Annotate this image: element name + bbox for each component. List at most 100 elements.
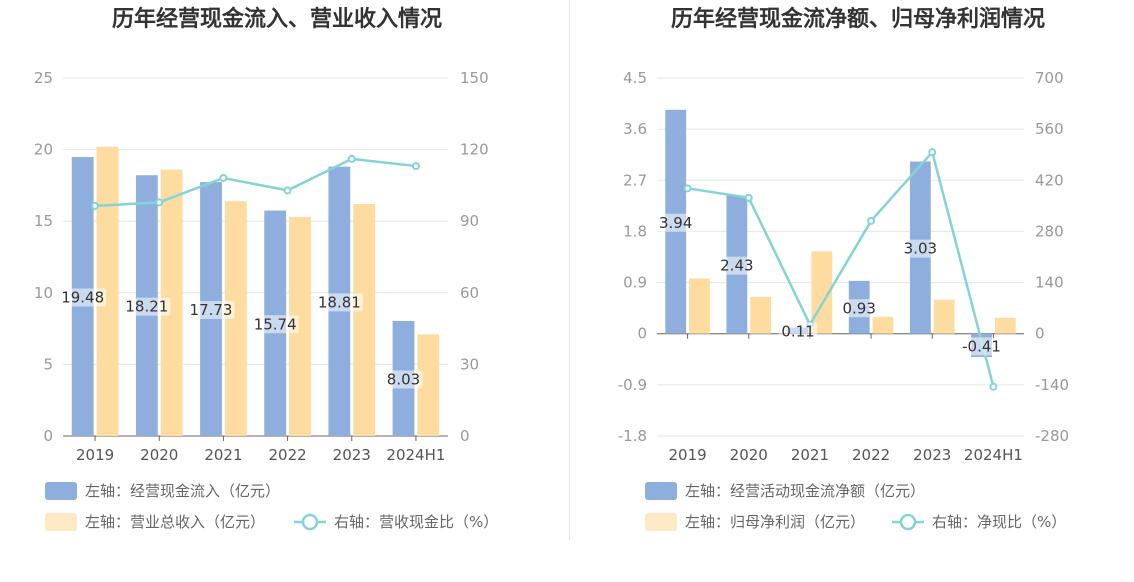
data-label-halo	[187, 301, 235, 320]
right-axis-tick: 280	[1035, 222, 1064, 240]
right-axis-tick: 700	[1035, 69, 1064, 87]
data-label-halo	[778, 322, 818, 341]
chart-title: 历年经营现金流净额、归母净利润情况	[671, 6, 1045, 32]
ratio-point	[155, 198, 164, 207]
ratio-line	[95, 157, 417, 208]
data-label: 18.81	[318, 293, 361, 311]
left-axis-tick: 15	[34, 212, 53, 230]
data-label: 0.11	[781, 323, 814, 341]
data-label-halo	[123, 297, 171, 316]
data-label-halo	[384, 370, 423, 389]
right-axis-tick: 0	[1035, 325, 1045, 343]
bar-secondary	[933, 299, 955, 334]
x-axis-tick: 2020	[730, 446, 768, 464]
legend-label-line: 右轴：净现比（%）	[932, 513, 1066, 531]
x-axis-tick: 2022	[268, 446, 306, 464]
x-axis-tick: 2024H1	[386, 446, 445, 464]
x-axis-tick: 2022	[852, 446, 890, 464]
right-chart-panel: 历年经营现金流净额、归母净利润情况 -1.8 -0.9 0 0.9 1.8 2.7 3.6 4.…	[570, 0, 1134, 582]
right-axis-tick: 150	[460, 69, 489, 87]
legend-label-primary: 左轴：经营活动现金流净额（亿元）	[685, 482, 925, 500]
bar-secondary	[353, 204, 376, 436]
x-axis-tick: 2021	[791, 446, 829, 464]
ratio-point	[867, 216, 876, 225]
x-axis-tick: 2021	[204, 446, 242, 464]
data-label: 3.03	[904, 240, 937, 258]
net-cashflow-profit-chart: 历年经营现金流净额、归母净利润情况 -1.8 -0.9 0 0.9 1.8 2.7 3.6 4.…	[618, 6, 1069, 531]
data-label: 3.94	[659, 214, 692, 232]
ratio-point	[928, 148, 937, 157]
right-axis-tick: 560	[1035, 120, 1064, 138]
right-axis-tick: 30	[460, 355, 479, 373]
legend-swatch-marker	[899, 513, 917, 531]
bar-secondary	[417, 334, 440, 436]
data-label-halo	[656, 213, 695, 232]
legend-label-primary: 左轴：经营现金流入（亿元）	[85, 482, 280, 500]
left-axis-tick: 0	[637, 325, 647, 343]
data-label-halo	[958, 337, 1006, 356]
right-axis-tick: 90	[460, 212, 479, 230]
right-axis-tick: 140	[1035, 274, 1064, 292]
bar-secondary	[160, 169, 183, 436]
left-axis-tick: 0	[43, 427, 53, 445]
x-axis-tick: 2020	[140, 446, 178, 464]
left-axis-tick: 1.8	[623, 222, 647, 240]
bar-secondary	[289, 216, 311, 436]
chart-title: 历年经营现金流入、营业收入情况	[112, 6, 442, 32]
bar-secondary	[872, 316, 894, 334]
left-axis-tick: 3.6	[623, 120, 647, 138]
ratio-point	[683, 184, 692, 193]
ratio-point	[411, 162, 420, 171]
ratio-point	[989, 382, 998, 391]
legend-swatch-primary	[645, 482, 677, 500]
left-axis-tick: -0.9	[618, 376, 647, 394]
data-label-halo	[251, 315, 299, 334]
left-axis-tick: 10	[34, 284, 53, 302]
data-label-halo	[839, 299, 879, 318]
x-axis-tick: 2024H1	[964, 446, 1023, 464]
right-axis-tick: -280	[1035, 427, 1069, 445]
x-axis-tick: 2023	[333, 446, 371, 464]
legend-label-secondary: 左轴：营业总收入（亿元）	[85, 513, 265, 531]
data-label: 19.48	[61, 289, 104, 307]
legend-swatch-secondary	[45, 513, 77, 531]
left-axis-tick: 5	[43, 355, 53, 373]
ratio-point	[744, 193, 753, 202]
legend-label-secondary: 左轴：归母净利润（亿元）	[685, 513, 865, 531]
left-axis-tick: -1.8	[618, 427, 647, 445]
bar-secondary	[689, 278, 710, 334]
bar-secondary	[96, 146, 119, 436]
x-axis-tick: 2023	[913, 446, 951, 464]
left-chart-panel: 历年经营现金流入、营业收入情况 0 5 10 15 20 25 0 30 60 90 120 150 20…	[34, 6, 498, 531]
data-label-halo	[59, 288, 107, 307]
legend-label-line: 右轴：营收现金比（%）	[334, 513, 498, 531]
left-axis-tick: 4.5	[623, 69, 647, 87]
right-axis-tick: 120	[460, 141, 489, 159]
data-label: 2.43	[720, 257, 753, 275]
ratio-line	[687, 149, 995, 387]
bar-secondary	[224, 201, 247, 436]
legend-swatch-secondary	[645, 513, 677, 531]
left-axis-tick: 0.9	[623, 274, 647, 292]
right-axis-tick: -140	[1035, 376, 1069, 394]
legend-swatch-primary	[45, 482, 77, 500]
data-label: 8.03	[387, 371, 420, 389]
bar-secondary	[994, 317, 1016, 334]
ratio-point	[283, 186, 292, 195]
right-axis-tick: 60	[460, 284, 479, 302]
left-axis-tick: 25	[34, 69, 53, 87]
left-axis-tick: 20	[34, 141, 53, 159]
data-label: -0.41	[962, 337, 1001, 355]
data-label: 17.73	[190, 301, 233, 319]
left-axis-tick: 2.7	[623, 171, 647, 189]
x-axis-tick: 2019	[668, 446, 706, 464]
data-label-halo	[901, 239, 940, 258]
data-label-halo	[315, 293, 363, 312]
data-label: 15.74	[254, 315, 297, 333]
bar-secondary	[750, 296, 772, 334]
legend-swatch-marker	[301, 513, 319, 531]
ratio-point	[347, 154, 356, 163]
panel-divider	[569, 0, 570, 540]
right-axis-tick: 0	[460, 427, 470, 445]
x-axis-tick: 2019	[76, 446, 114, 464]
